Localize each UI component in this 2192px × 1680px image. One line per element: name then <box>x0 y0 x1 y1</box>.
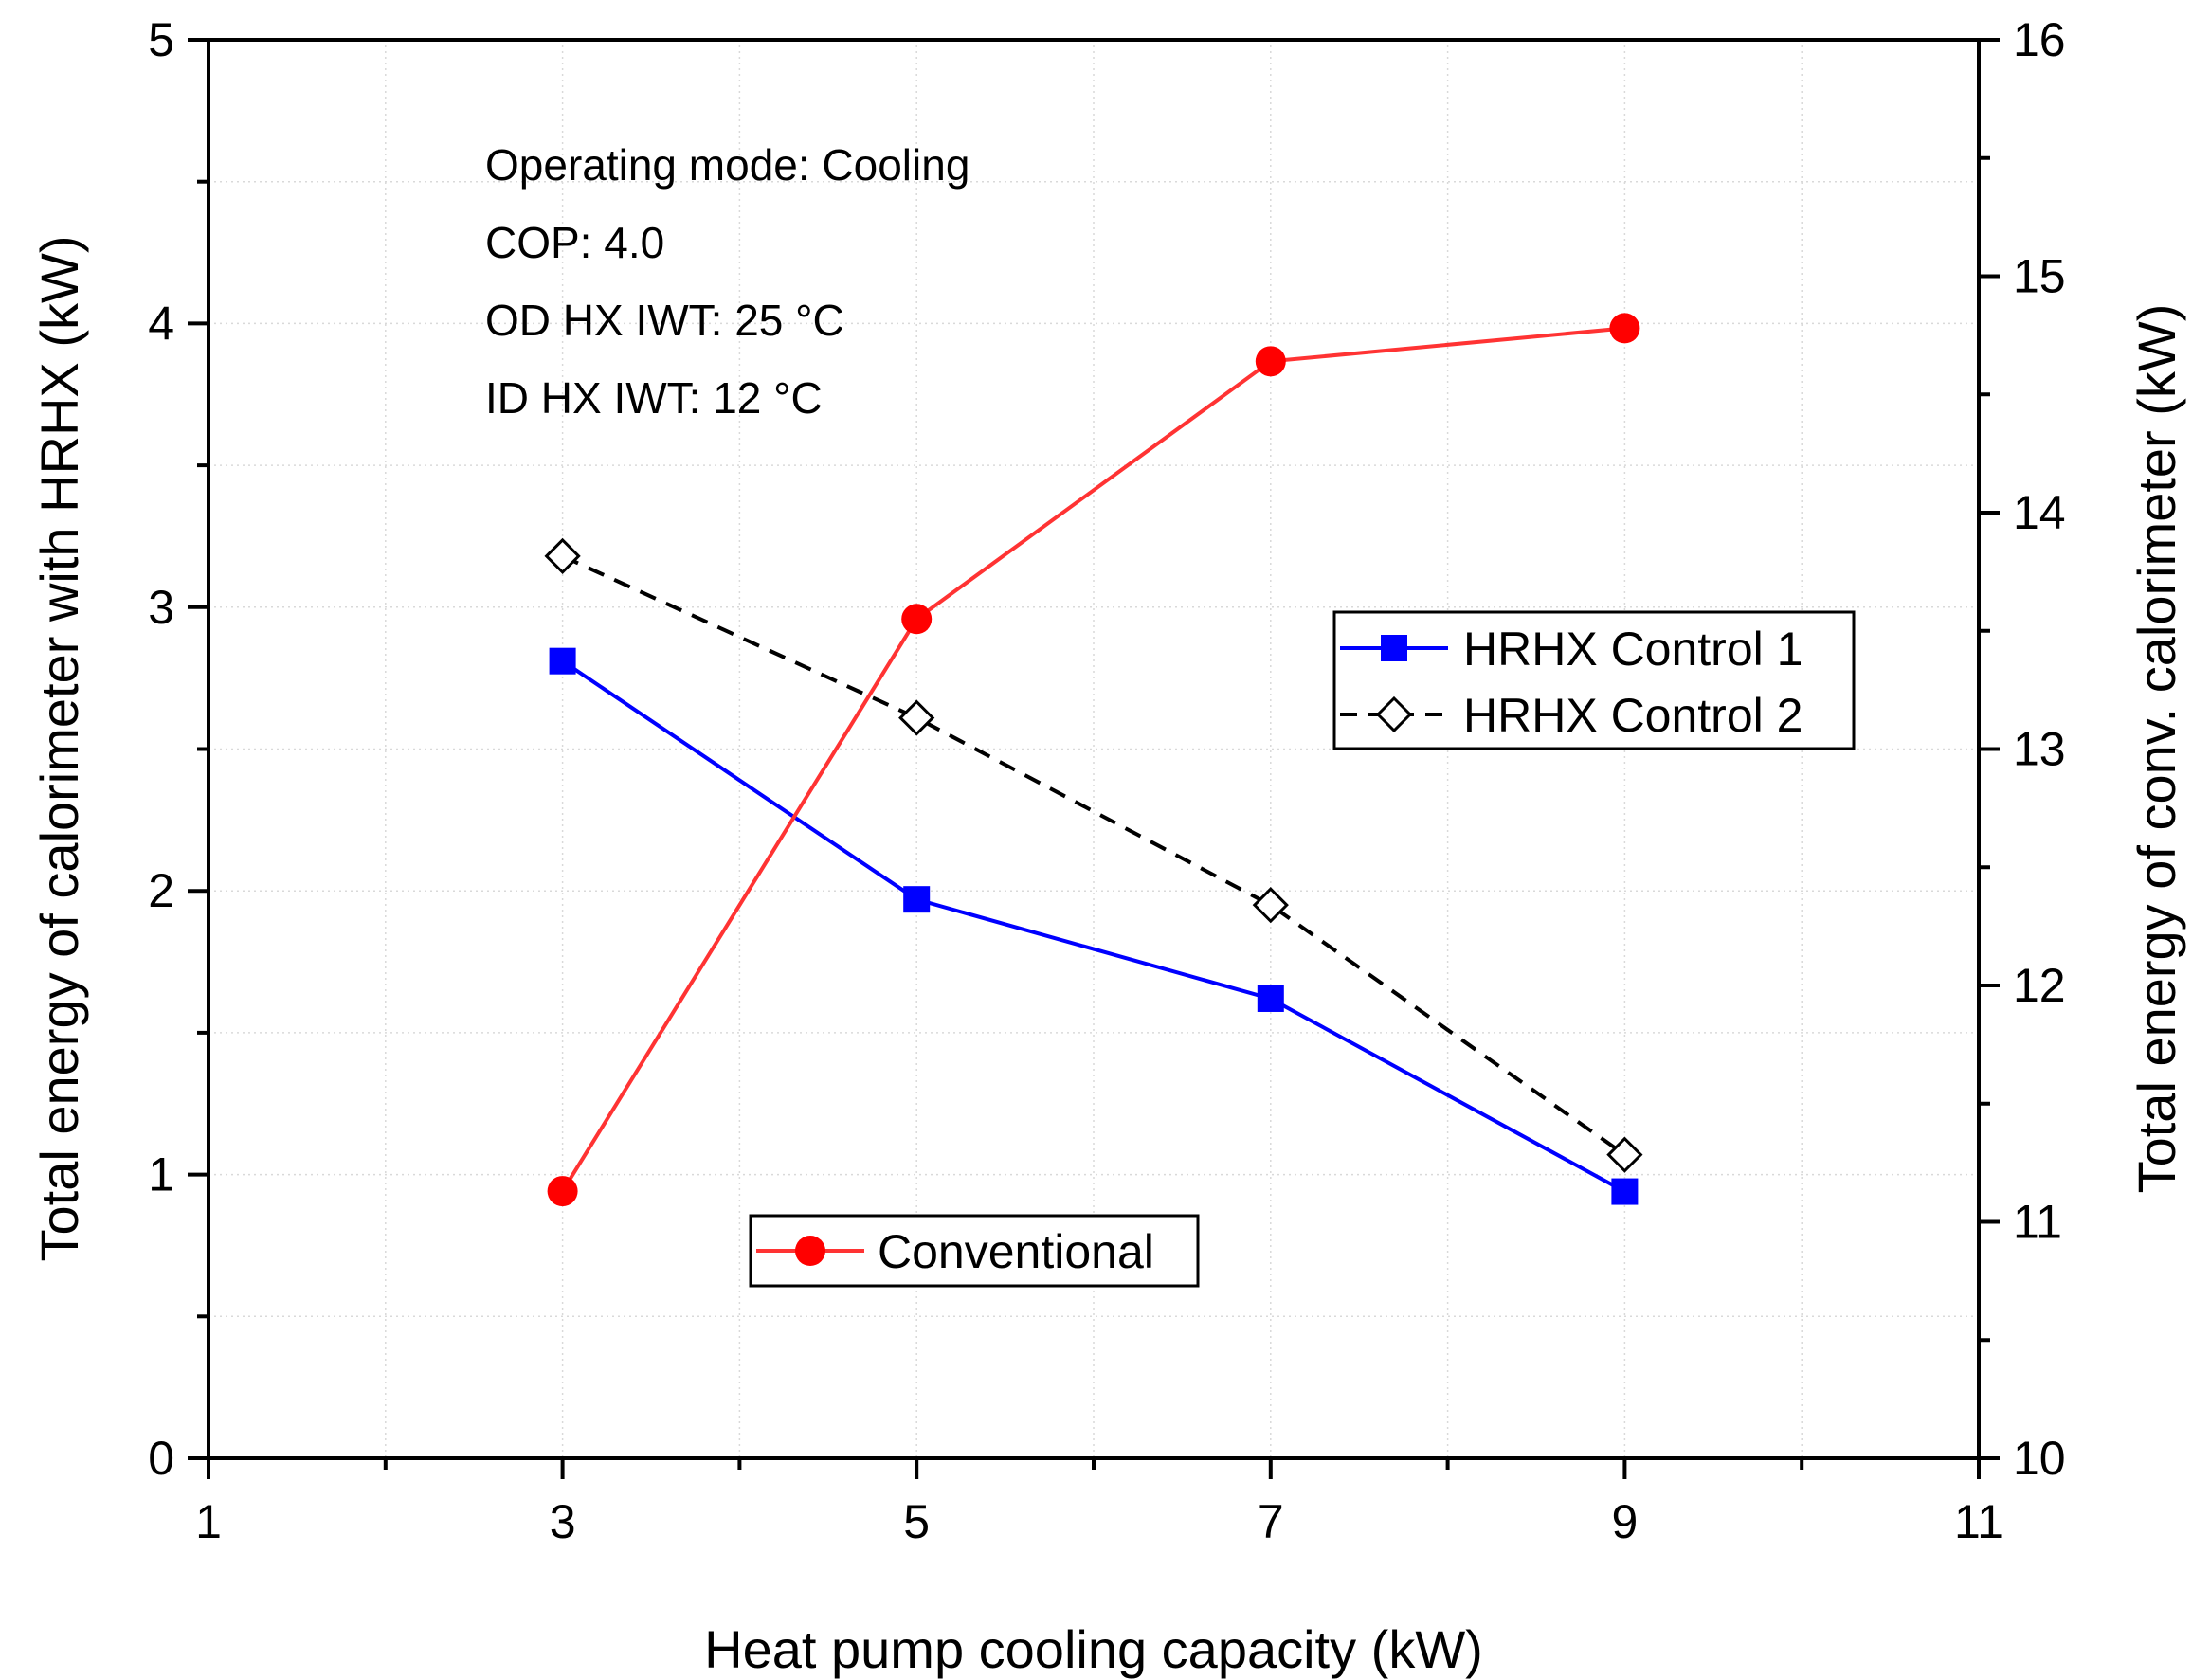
x-tick-label: 9 <box>1611 1495 1638 1548</box>
legend-hrhx-control-1-marker <box>1381 635 1407 661</box>
legend-hrhx: HRHX Control 1 HRHX Control 2 <box>1332 610 1856 750</box>
y-right-tick-label: 15 <box>2013 250 2066 303</box>
y-right-tick-label: 12 <box>2013 959 2066 1012</box>
y-left-tick-label: 1 <box>148 1148 174 1201</box>
data-point-conventional <box>1255 346 1286 377</box>
series-layer <box>544 313 1643 1207</box>
data-point-hrhx-control-1 <box>1611 1178 1639 1205</box>
x-tick-label: 3 <box>550 1495 576 1548</box>
x-tick-label: 1 <box>195 1495 222 1548</box>
legend-hrhx-control-2-marker <box>1375 695 1413 733</box>
series-line-conventional <box>560 326 1625 1193</box>
legend-conventional: Conventional <box>749 1214 1200 1288</box>
x-tick-label: 5 <box>903 1495 930 1548</box>
annotation-block: Operating mode: Cooling COP: 4.0 OD HX I… <box>485 140 969 423</box>
x-tick-label: 11 <box>1954 1495 2003 1548</box>
x-tick-label: 7 <box>1258 1495 1284 1548</box>
y-axis-left-title: Total energy of calorimeter with HRHX (k… <box>29 236 89 1262</box>
y-right-tick-label: 13 <box>2013 723 2066 776</box>
y-left-tick-label: 4 <box>148 297 174 350</box>
data-point-conventional <box>1609 313 1640 344</box>
y-left-tick-label: 3 <box>148 581 174 634</box>
y-left-tick-label: 2 <box>148 864 174 917</box>
legend-hrhx-control-1-label: HRHX Control 1 <box>1463 623 1803 676</box>
legend-conventional-marker <box>795 1236 825 1266</box>
y-right-tick-label: 16 <box>2013 13 2066 66</box>
data-point-hrhx-control-2 <box>1606 1136 1643 1173</box>
legend-conventional-label: Conventional <box>878 1225 1154 1278</box>
y-right-tick-label: 10 <box>2013 1432 2066 1485</box>
data-point-conventional <box>901 604 933 635</box>
data-point-hrhx-control-1 <box>1257 985 1284 1012</box>
data-point-hrhx-control-2 <box>898 699 935 736</box>
series-line-hrhx-control-1 <box>561 659 1626 1194</box>
x-axis-title: Heat pump cooling capacity (kW) <box>704 1619 1483 1679</box>
annotation-operating-mode: Operating mode: Cooling <box>485 140 969 190</box>
legend-hrhx-control-2-label: HRHX Control 2 <box>1463 689 1803 742</box>
y-left-tick-label: 5 <box>148 13 174 66</box>
data-point-conventional <box>547 1176 578 1207</box>
annotation-cop: COP: 4.0 <box>485 218 664 267</box>
legend-hrhx-box <box>1332 610 1856 750</box>
y-right-tick-label: 11 <box>2013 1196 2062 1249</box>
y-right-tick-label: 14 <box>2013 486 2066 539</box>
data-point-hrhx-control-1 <box>549 647 576 675</box>
annotation-id-hx-iwt: ID HX IWT: 12 °C <box>485 373 823 423</box>
data-point-hrhx-control-1 <box>903 886 931 913</box>
series-line-hrhx-control-2 <box>561 554 1626 1157</box>
data-point-hrhx-control-2 <box>544 537 581 575</box>
data-point-hrhx-control-2 <box>1252 887 1289 924</box>
annotation-od-hx-iwt: OD HX IWT: 25 °C <box>485 296 844 345</box>
y-axis-right-title: Total energy of conv. calorimeter (kW) <box>2127 304 2186 1194</box>
y-left-tick-label: 0 <box>148 1432 174 1485</box>
